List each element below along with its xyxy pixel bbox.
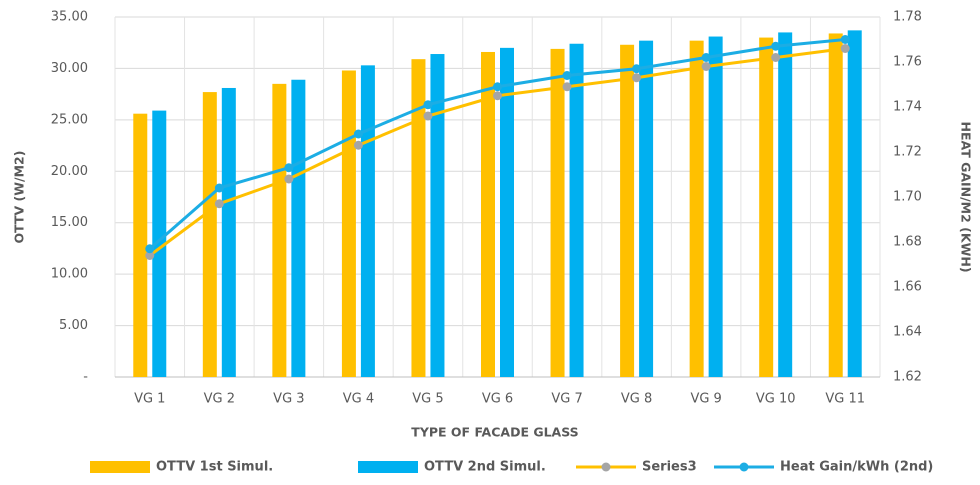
y2-tick-label: 1.72 [893,145,922,160]
x-tick-label: VG 5 [412,392,443,407]
bar [759,37,774,377]
legend-label: OTTV 2nd Simul. [424,460,546,475]
x-tick-label: VG 3 [273,392,304,407]
line-marker [771,53,781,62]
x-tick-label: VG 1 [134,392,165,407]
bar [272,83,287,377]
x-tick-label: VG 6 [482,392,513,407]
y-tick-label: - [83,370,88,385]
line-marker [423,100,433,110]
y2-tick-label: 1.70 [893,190,922,205]
y2-tick-label: 1.64 [893,325,922,340]
y-tick-label: 10.00 [51,267,88,282]
bar [620,44,635,378]
x-tick-label: VG 7 [551,392,582,407]
bar [291,79,306,377]
legend-swatch [90,461,150,473]
line-marker [145,244,155,254]
line-marker [145,251,155,260]
x-tick-label: VG 9 [690,392,721,407]
x-tick-label: VG 8 [621,392,652,407]
line-marker [214,199,224,209]
y-tick-label: 20.00 [51,164,88,179]
x-tick-label: VG 2 [204,392,235,407]
line-marker [493,91,502,101]
bar [430,54,445,378]
line-marker [493,82,502,92]
line-marker [701,62,711,71]
y2-tick-label: 1.68 [893,235,922,250]
y2-tick-label: 1.76 [893,55,922,70]
y2-axis-title: HEAT GAIN/M2 (KWH) [959,121,974,272]
bar [202,92,217,377]
y-tick-label: 15.00 [51,215,88,230]
legend-label: Series3 [642,460,697,475]
bar [778,32,793,378]
line-marker [632,73,642,83]
y-axis-title: OTTV (W/M2) [12,151,27,244]
bar [221,87,236,377]
bar [481,51,495,377]
legend-label: Heat Gain/kWh (2nd) [780,460,933,475]
line-marker [423,111,433,121]
bar [133,113,148,377]
bar [828,33,843,377]
line-marker [632,64,642,74]
line-marker [214,183,224,193]
y2-tick-label: 1.62 [893,370,922,385]
x-axis-title: TYPE OF FACADE GLASS [411,425,578,440]
line-marker [353,140,363,150]
bar [689,40,704,378]
line-marker [284,174,294,184]
y-tick-label: 25.00 [51,112,88,127]
bar [500,47,514,377]
y-tick-label: 5.00 [59,318,88,333]
line-marker [771,41,781,51]
y2-tick-label: 1.66 [893,280,922,295]
line-marker [840,35,850,44]
y2-tick-label: 1.74 [893,100,922,115]
line-marker [562,71,572,80]
line-marker [840,44,850,53]
line-marker [562,82,572,92]
bar [360,65,375,377]
bar [847,30,862,377]
x-tick-label: VG 10 [756,392,796,407]
legend-marker [739,462,749,472]
y2-tick-label: 1.78 [893,10,922,25]
y-tick-label: 35.00 [51,10,88,25]
bar [411,59,426,378]
bar [708,36,723,378]
bar [152,110,167,377]
line-marker [353,129,363,139]
legend-label: OTTV 1st Simul. [156,460,273,475]
line-marker [284,163,294,173]
x-tick-label: VG 4 [343,392,374,407]
bar [341,70,356,377]
bar [639,40,654,378]
bar [550,48,565,378]
line-marker [701,53,711,62]
bar [569,43,584,377]
y-tick-label: 30.00 [51,61,88,76]
legend-swatch [358,461,418,473]
legend-marker [601,462,611,472]
x-tick-label: VG 11 [825,392,865,407]
